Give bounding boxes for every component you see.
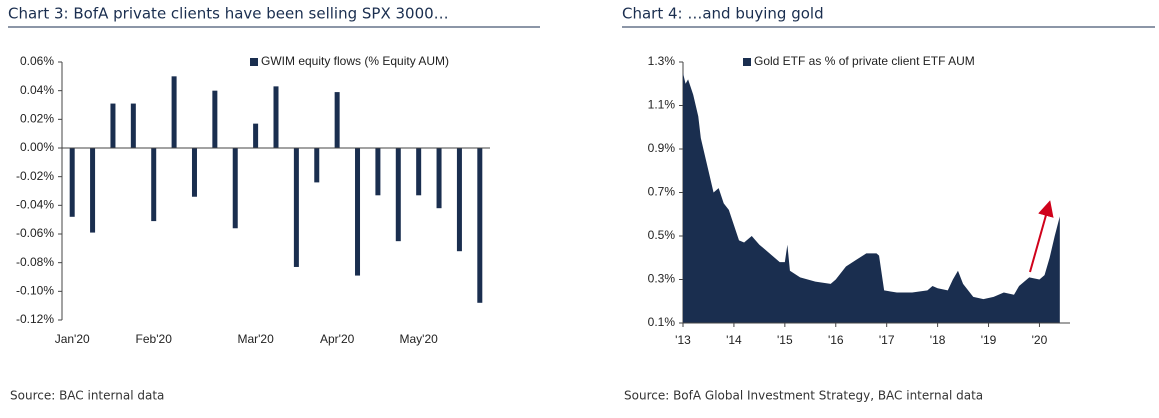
y-tick-label: -0.08% <box>16 255 54 269</box>
annotation-arrow <box>1029 200 1054 273</box>
y-tick-label: 0.9% <box>648 141 676 155</box>
legend-label: Gold ETF as % of private client ETF AUM <box>754 54 975 68</box>
y-tick-label: 0.00% <box>20 140 54 154</box>
x-tick-label: '19 <box>981 333 997 347</box>
chart-title: Chart 4: …and buying gold <box>622 5 824 23</box>
y-tick-label: 0.06% <box>20 54 54 68</box>
area <box>683 72 1060 323</box>
bar <box>232 148 238 229</box>
y-tick-label: -0.02% <box>16 169 54 183</box>
source: Source: BofA Global Investment Strategy,… <box>624 389 983 403</box>
bar <box>293 148 299 267</box>
y-tick-label: -0.10% <box>16 284 54 298</box>
y-tick-label: 0.02% <box>20 112 54 126</box>
bar <box>355 148 361 276</box>
y-tick-label: -0.04% <box>16 198 54 212</box>
x-tick-label: Feb'20 <box>136 332 173 346</box>
x-tick-label: Mar'20 <box>237 332 274 346</box>
x-tick-label: '15 <box>777 333 793 347</box>
bar <box>69 148 75 217</box>
bar <box>90 148 96 233</box>
bar <box>395 148 401 242</box>
bar <box>151 148 157 222</box>
y-tick-label: 1.3% <box>648 54 676 68</box>
bar <box>273 86 279 148</box>
source: Source: BAC internal data <box>10 389 164 403</box>
bar <box>191 148 197 197</box>
x-tick-label: May'20 <box>400 332 439 346</box>
y-tick-label: 1.1% <box>648 98 676 112</box>
bar <box>130 103 136 148</box>
legend-key <box>743 58 751 66</box>
x-tick-label: '13 <box>675 333 691 347</box>
y-tick-label: 0.3% <box>648 272 676 286</box>
bar <box>477 148 483 303</box>
x-tick-label: Jan'20 <box>55 332 90 346</box>
chart-title: Chart 3: BofA private clients have been … <box>8 5 449 23</box>
x-tick-label: '17 <box>879 333 895 347</box>
x-tick-label: Apr'20 <box>320 332 355 346</box>
y-tick-label: 0.7% <box>648 185 676 199</box>
bar <box>436 148 442 209</box>
bar <box>110 103 116 148</box>
bar <box>456 148 462 252</box>
y-tick-label: 0.04% <box>20 83 54 97</box>
y-tick-label: -0.12% <box>16 312 54 326</box>
bar <box>171 76 177 148</box>
bar <box>334 92 340 148</box>
x-tick-label: '20 <box>1032 333 1048 347</box>
x-tick-label: '16 <box>828 333 844 347</box>
x-tick-label: '14 <box>726 333 742 347</box>
legend-label: GWIM equity flows (% Equity AUM) <box>261 54 449 68</box>
bar <box>375 148 381 196</box>
bar <box>253 123 259 148</box>
bar <box>212 90 218 148</box>
x-tick-label: '18 <box>930 333 946 347</box>
y-tick-label: -0.06% <box>16 226 54 240</box>
bar <box>416 148 422 196</box>
y-tick-label: 0.1% <box>648 315 676 329</box>
bar <box>314 148 320 183</box>
y-tick-label: 0.5% <box>648 228 676 242</box>
legend-key <box>250 58 258 66</box>
